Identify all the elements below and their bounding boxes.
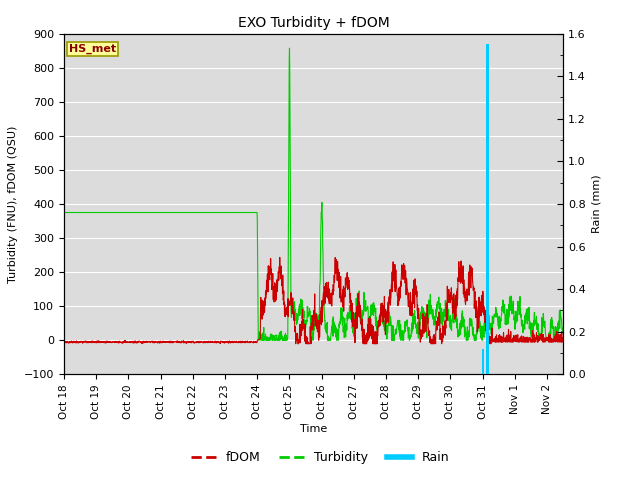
Legend: fDOM, Turbidity, Rain: fDOM, Turbidity, Rain: [186, 446, 454, 469]
X-axis label: Time: Time: [300, 424, 327, 434]
Y-axis label: Rain (mm): Rain (mm): [591, 175, 602, 233]
Text: HS_met: HS_met: [69, 44, 116, 54]
Bar: [482, 349, 484, 374]
Title: EXO Turbidity + fDOM: EXO Turbidity + fDOM: [237, 16, 390, 30]
Bar: [486, 44, 489, 374]
Y-axis label: Turbidity (FNU), fDOM (QSU): Turbidity (FNU), fDOM (QSU): [8, 125, 19, 283]
